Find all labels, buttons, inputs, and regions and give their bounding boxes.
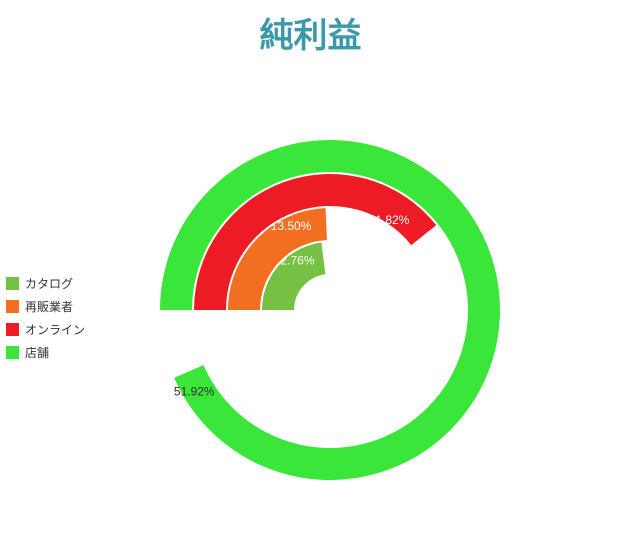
legend-label-online: オンライン bbox=[25, 321, 85, 338]
ring-label-reseller: 13.50% bbox=[271, 219, 312, 233]
legend-label-store: 店舗 bbox=[25, 344, 49, 361]
legend-label-catalog: カタログ bbox=[25, 275, 73, 292]
legend-swatch-store bbox=[6, 346, 19, 359]
legend-swatch-reseller bbox=[6, 300, 19, 313]
legend-item-reseller: 再販業者 bbox=[6, 298, 85, 315]
legend-swatch-catalog bbox=[6, 277, 19, 290]
legend-item-store: 店舗 bbox=[6, 344, 85, 361]
legend: カタログ再販業者オンライン店舗 bbox=[6, 275, 85, 367]
radial-bar-chart: 12.76%13.50%21.82%51.92% bbox=[0, 0, 621, 558]
legend-item-catalog: カタログ bbox=[6, 275, 85, 292]
ring-label-online: 21.82% bbox=[369, 213, 410, 227]
legend-swatch-online bbox=[6, 323, 19, 336]
legend-label-reseller: 再販業者 bbox=[25, 298, 73, 315]
legend-item-online: オンライン bbox=[6, 321, 85, 338]
ring-label-store: 51.92% bbox=[174, 384, 215, 398]
